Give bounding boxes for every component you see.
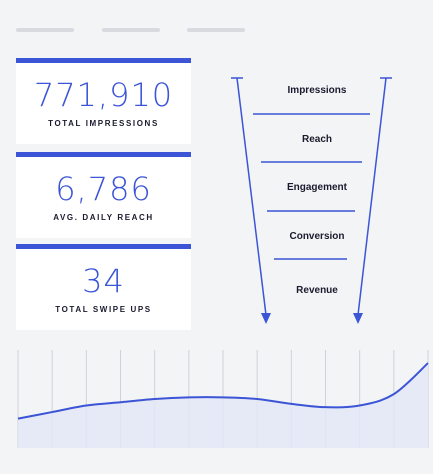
funnel-svg (231, 77, 392, 324)
funnel-right-arrow-shaft (357, 77, 387, 316)
tab-bar (16, 28, 256, 32)
stat-value: 6,786 (55, 170, 152, 208)
funnel-stage-conversion: Conversion (289, 231, 345, 242)
funnel-stage-reach: Reach (301, 134, 332, 145)
tab-placeholder-2[interactable] (102, 28, 160, 32)
stat-label: TOTAL IMPRESSIONS (48, 119, 159, 128)
funnel-stage-engagement: Engagement (286, 182, 347, 193)
stat-card-reach: 6,786 AVG. DAILY REACH (16, 152, 191, 238)
stat-value: 771,910 (33, 76, 174, 114)
funnel-right-arrow-head (353, 313, 363, 324)
funnel-left-arrow-shaft (236, 77, 267, 316)
trend-line (17, 362, 429, 420)
funnel-stage-impressions: Impressions (287, 85, 347, 96)
funnel-diagram: Impressions Reach Engagement Conversion … (222, 70, 412, 330)
trend-area (18, 363, 428, 448)
stat-card-impressions: 771,910 TOTAL IMPRESSIONS (16, 58, 191, 144)
tab-placeholder-3[interactable] (187, 28, 245, 32)
stat-card-swipe-ups: 34 TOTAL SWIPE UPS (16, 244, 191, 330)
funnel-stage-revenue: Revenue (296, 285, 338, 296)
stat-value: 34 (82, 262, 125, 300)
funnel-left-arrow-head (261, 313, 271, 324)
trend-area-chart (16, 350, 430, 448)
stat-label: TOTAL SWIPE UPS (55, 305, 152, 314)
tab-placeholder-1[interactable] (16, 28, 74, 32)
stat-label: AVG. DAILY REACH (53, 213, 154, 222)
trend-svg (17, 350, 429, 448)
